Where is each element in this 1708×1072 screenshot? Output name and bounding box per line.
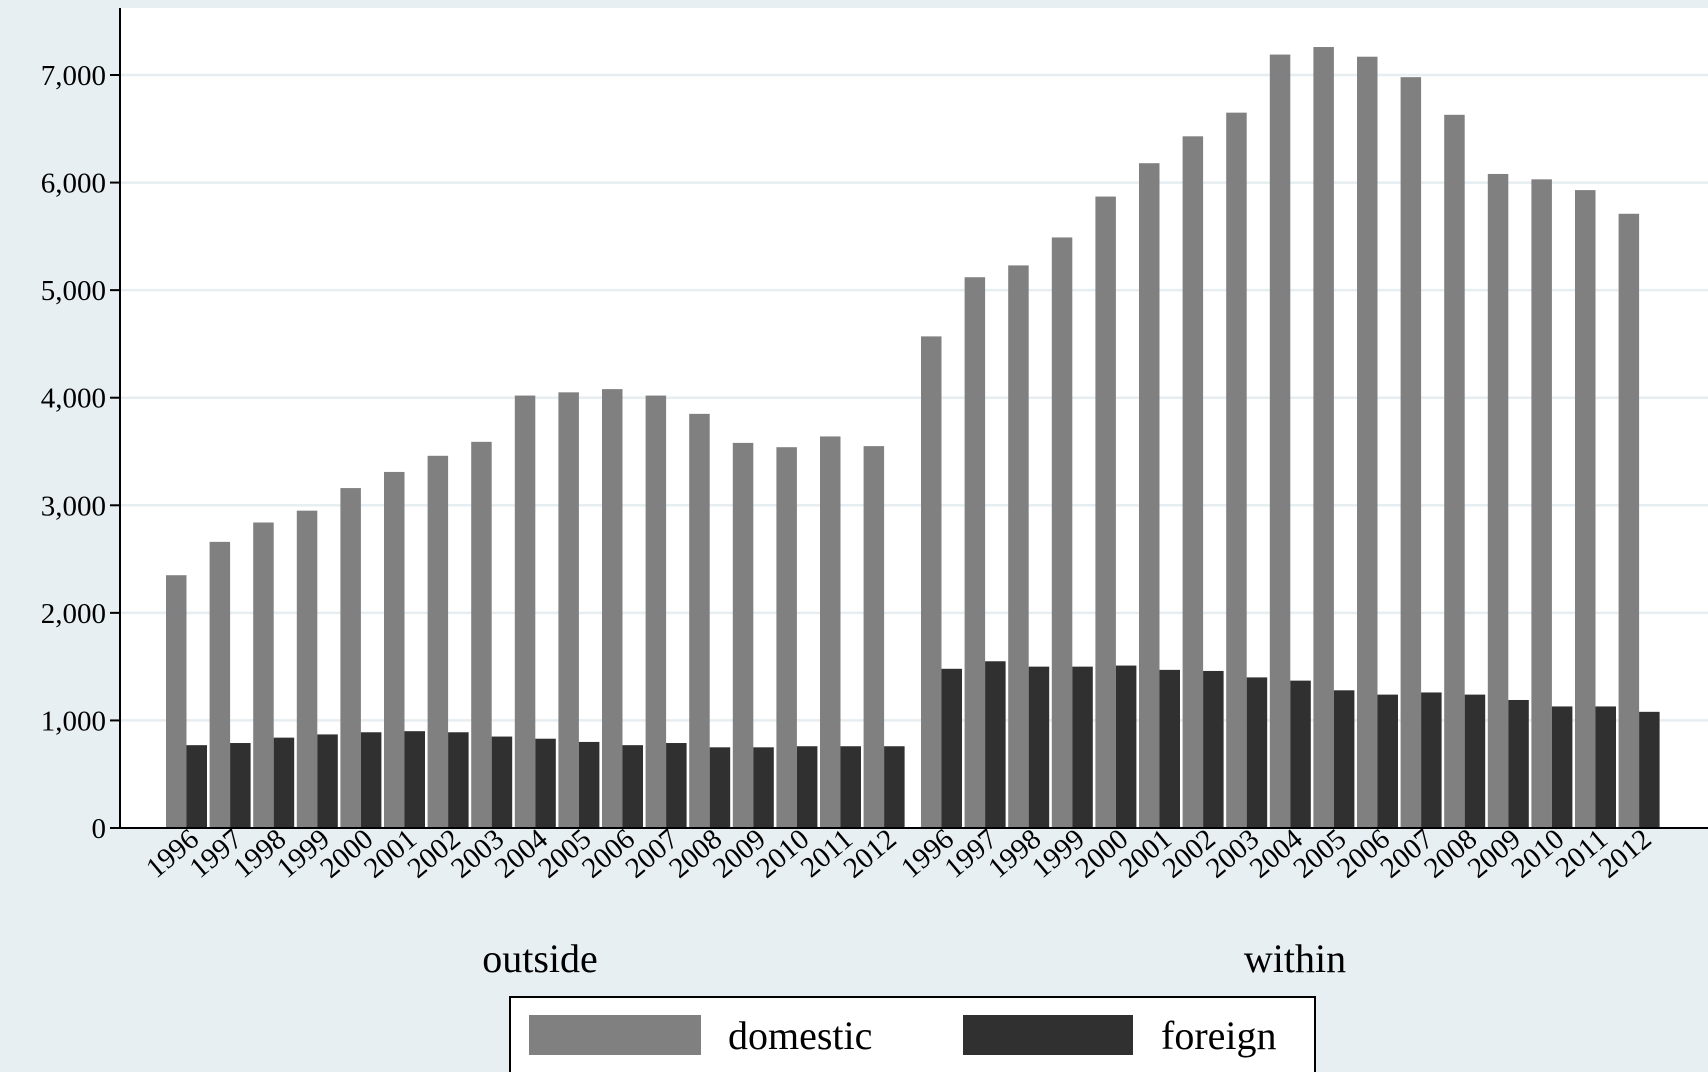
bar-outside-foreign-2001: [404, 731, 425, 828]
bar-within-foreign-1999: [1072, 666, 1093, 828]
bar-outside-foreign-2007: [666, 743, 687, 828]
bar-within-domestic-2007: [1400, 77, 1422, 828]
bar-outside-foreign-2003: [491, 736, 513, 828]
bar-within-domestic-2012: [1618, 213, 1640, 828]
legend-swatch-domestic: [529, 1015, 701, 1055]
bar-within-foreign-2007: [1421, 692, 1442, 828]
bar-outside-domestic-2003: [471, 441, 492, 828]
bar-outside-foreign-2012: [884, 746, 905, 828]
bar-within-domestic-1996: [921, 336, 942, 828]
legend: domestic foreign: [509, 996, 1316, 1072]
legend-label-foreign: foreign: [1161, 1013, 1277, 1058]
bar-within-domestic-1997: [964, 277, 986, 829]
bar-within-domestic-2005: [1313, 47, 1334, 828]
bar-within-foreign-1998: [1028, 666, 1050, 828]
bar-outside-foreign-1996: [186, 745, 207, 828]
bar-within-domestic-2009: [1487, 173, 1509, 829]
bar-outside-domestic-1997: [209, 541, 231, 828]
y-axis-ticks: 0 1,000 2,000 3,000 4,000 5,000 6,000 7,000: [41, 60, 120, 845]
y-tick-label: 3,000: [41, 490, 106, 522]
bar-outside-foreign-2002: [448, 732, 469, 828]
group-label-outside: outside: [482, 936, 598, 981]
bar-outside-domestic-2007: [645, 395, 667, 828]
bar-outside-foreign-2006: [622, 745, 643, 828]
bar-within-foreign-2012: [1639, 711, 1660, 828]
y-tick-label: 6,000: [41, 168, 106, 200]
bar-outside-domestic-2002: [427, 455, 449, 828]
bar-outside-domestic-1996: [166, 575, 187, 828]
bar-outside-foreign-2005: [578, 741, 600, 828]
bars: [166, 47, 1660, 829]
bar-within-domestic-2006: [1357, 56, 1378, 829]
bar-within-domestic-2001: [1139, 163, 1160, 829]
bar-within-domestic-2000: [1095, 196, 1116, 828]
bar-within-domestic-2010: [1531, 179, 1552, 828]
y-tick-label: 5,000: [41, 275, 106, 307]
y-tick-label: 7,000: [41, 60, 106, 92]
bar-outside-domestic-2010: [776, 447, 797, 828]
bar-within-foreign-2003: [1246, 677, 1268, 828]
bar-within-foreign-2002: [1203, 670, 1224, 828]
bar-within-foreign-2006: [1377, 694, 1398, 828]
bar-within-foreign-1997: [985, 661, 1006, 828]
bar-outside-foreign-2008: [709, 747, 731, 828]
bar-within-foreign-2008: [1464, 694, 1486, 828]
legend-label-domestic: domestic: [728, 1013, 872, 1058]
bar-within-domestic-2002: [1182, 136, 1204, 828]
bar-outside-foreign-2000: [360, 732, 382, 828]
bar-within-foreign-2004: [1290, 680, 1311, 828]
bar-within-foreign-1996: [941, 668, 962, 828]
legend-swatch-foreign: [963, 1015, 1133, 1055]
bar-outside-foreign-1997: [230, 743, 251, 828]
y-tick-label: 0: [92, 813, 107, 845]
bar-within-foreign-2001: [1159, 669, 1180, 828]
y-tick-label: 1,000: [41, 705, 106, 737]
bar-outside-domestic-2004: [514, 395, 536, 828]
bar-within-domestic-2011: [1575, 190, 1596, 828]
bar-outside-domestic-1999: [296, 510, 318, 828]
bar-within-domestic-1999: [1051, 237, 1073, 828]
bar-outside-domestic-2001: [384, 471, 405, 828]
bar-outside-domestic-1998: [253, 522, 274, 828]
bar-within-foreign-2000: [1115, 665, 1137, 828]
bar-outside-foreign-2009: [753, 747, 774, 828]
bar-outside-foreign-2004: [535, 738, 556, 828]
y-tick-label: 4,000: [41, 383, 106, 415]
bar-outside-domestic-2012: [863, 446, 885, 828]
bar-outside-domestic-2008: [689, 413, 710, 828]
bar-outside-domestic-2009: [732, 442, 754, 828]
bar-within-domestic-2003: [1226, 112, 1247, 828]
bar-outside-foreign-1998: [273, 737, 295, 828]
x-tick-label: 2012: [1593, 823, 1658, 885]
x-axis-ticks: 1996199719981999200020012002200320042005…: [140, 823, 1658, 885]
bar-within-foreign-2011: [1595, 706, 1616, 828]
bar-outside-domestic-2005: [558, 392, 579, 828]
group-labels: outside within: [482, 936, 1346, 981]
y-tick-label: 2,000: [41, 598, 106, 630]
bar-within-foreign-2010: [1551, 706, 1573, 828]
bar-outside-foreign-2010: [796, 746, 818, 828]
bar-outside-domestic-2011: [820, 436, 841, 828]
bar-outside-domestic-2000: [340, 488, 361, 828]
bar-within-domestic-2004: [1269, 54, 1291, 829]
bar-within-domestic-1998: [1008, 265, 1029, 828]
bar-outside-foreign-2011: [840, 746, 861, 828]
x-tick-label: 2012: [838, 823, 903, 885]
bar-within-foreign-2005: [1333, 690, 1355, 828]
bar-outside-foreign-1999: [317, 734, 338, 828]
bar-within-domestic-2008: [1444, 114, 1465, 828]
bar-within-foreign-2009: [1508, 699, 1529, 828]
group-label-within: within: [1244, 936, 1346, 981]
bar-outside-domestic-2006: [602, 389, 623, 828]
